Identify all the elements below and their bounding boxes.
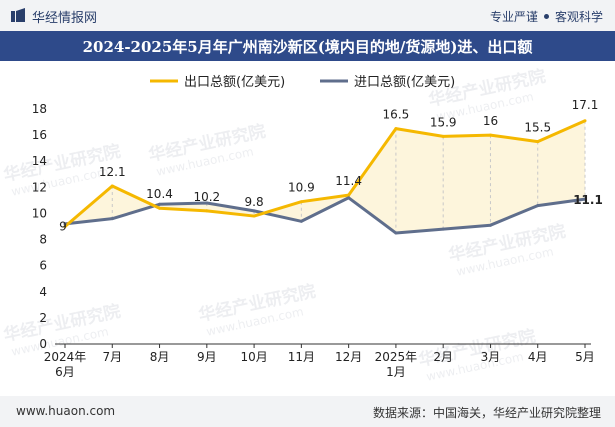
export-point [205, 209, 209, 213]
import-point [205, 201, 209, 205]
export-series-line [64, 119, 586, 228]
brand-name: 华经情报网 [32, 10, 98, 26]
slogan: 专业严谨 客观科学 [490, 8, 603, 25]
brand: 华经情报网 [10, 7, 98, 26]
y-tick-label: 12 [32, 180, 47, 194]
export-data-label: 17.1 [572, 98, 599, 112]
export-data-label: 12.1 [99, 165, 126, 179]
export-point [299, 200, 303, 204]
export-point [252, 214, 256, 218]
slogan-tag-1: 专业严谨 [489, 10, 538, 24]
x-tick-label: 2025年 [375, 350, 418, 364]
x-tick-label: 6月 [55, 365, 75, 379]
x-tick-label: 2024年 [44, 350, 87, 364]
export-point [394, 127, 398, 131]
x-tick-label: 8月 [150, 350, 170, 364]
export-data-label: 10.2 [193, 190, 220, 204]
x-tick-label: 11月 [288, 350, 315, 364]
export-point [347, 193, 351, 197]
y-tick-label: 0 [39, 337, 47, 351]
export-data-label: 10.4 [146, 187, 173, 201]
top-bar: 华经情报网 专业严谨 客观科学 [0, 0, 615, 31]
footer: www.huaon.com 数据来源：中国海关，华经产业研究院整理 [0, 396, 615, 427]
export-data-label: 11.4 [335, 174, 362, 188]
x-tick-label: 12月 [335, 350, 362, 364]
import-point [583, 197, 587, 201]
y-tick-label: 18 [32, 102, 47, 116]
import-point [110, 217, 114, 221]
export-data-label: 9.8 [245, 195, 264, 209]
x-tick-label: 4月 [528, 350, 548, 364]
legend-label-export: 出口总额(亿美元) [184, 75, 285, 90]
export-point [63, 225, 67, 228]
import-point [488, 223, 492, 227]
export-point [536, 140, 540, 144]
x-tick-label: 5月 [575, 350, 595, 364]
x-tick-label: 1月 [386, 365, 406, 379]
y-tick-label: 8 [39, 233, 47, 247]
import-point [441, 227, 445, 231]
y-tick-label: 14 [32, 154, 47, 168]
x-tick-label: 3月 [481, 350, 501, 364]
import-point [394, 231, 398, 235]
export-point [583, 119, 587, 123]
y-tick-label: 6 [39, 259, 47, 273]
y-tick-label: 10 [32, 206, 47, 220]
y-tick-label: 16 [32, 128, 47, 142]
import-point [63, 222, 67, 226]
y-tick-label: 4 [39, 285, 47, 299]
legend-label-import: 进口总额(亿美元) [354, 75, 455, 90]
export-data-label: 9 [59, 220, 67, 234]
export-data-label: 10.9 [288, 181, 315, 195]
x-tick-label: 10月 [240, 350, 267, 364]
import-series-line [64, 196, 586, 235]
x-tick-label: 2月 [433, 350, 453, 364]
import-point [158, 202, 162, 206]
chart-title: 2024-2025年5月年广州南沙新区(境内目的地/货源地)进、出口额 [82, 38, 533, 56]
export-point [441, 134, 445, 138]
slogan-tag-2: 客观科学 [554, 10, 603, 24]
band-area [65, 120, 585, 234]
export-point [488, 133, 492, 137]
export-data-label: 16 [483, 114, 498, 128]
export-data-label: 15.5 [524, 121, 551, 135]
separator-dot-icon [543, 14, 549, 19]
import-data-label: 11.1 [573, 193, 603, 207]
export-data-label: 15.9 [430, 115, 457, 129]
x-tick-label: 7月 [102, 350, 122, 364]
y-tick-label: 2 [39, 311, 47, 325]
title-bar: 2024-2025年5月年广州南沙新区(境内目的地/货源地)进、出口额 [0, 31, 615, 61]
website-link[interactable]: www.huaon.com [16, 404, 116, 418]
export-data-label: 16.5 [383, 108, 410, 122]
import-point [252, 209, 256, 213]
data-source: 数据来源：中国海关，华经产业研究院整理 [372, 406, 601, 420]
export-point [110, 184, 114, 188]
import-point [347, 196, 351, 200]
brand-logo-icon [11, 8, 25, 22]
x-tick-label: 9月 [197, 350, 217, 364]
import-point [299, 219, 303, 223]
export-point [158, 206, 162, 210]
import-point [536, 204, 540, 208]
